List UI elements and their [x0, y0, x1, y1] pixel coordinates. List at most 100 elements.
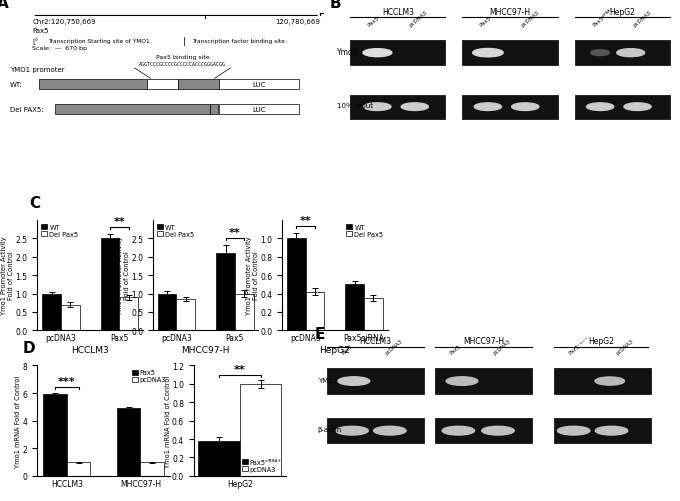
Text: **: **	[114, 216, 125, 226]
Bar	[554, 418, 651, 443]
Text: Pax5: Pax5	[367, 16, 381, 28]
Legend: WT, Del Pax5: WT, Del Pax5	[346, 224, 384, 238]
Text: pcDNA3: pcDNA3	[492, 338, 512, 355]
Legend: Pax5, pcDNA3: Pax5, pcDNA3	[131, 369, 167, 383]
Bar	[216, 254, 235, 331]
Bar	[554, 369, 651, 394]
Text: YMO1 promoter: YMO1 promoter	[10, 67, 65, 73]
Bar	[148, 80, 177, 90]
Bar	[350, 41, 445, 66]
Ellipse shape	[595, 377, 624, 385]
Text: LUC: LUC	[252, 82, 266, 88]
Ellipse shape	[591, 51, 609, 57]
Text: Transcription Starting site of YMO1: Transcription Starting site of YMO1	[48, 39, 150, 44]
X-axis label: HepG2: HepG2	[320, 345, 350, 354]
Bar	[141, 462, 164, 476]
Text: LUC: LUC	[252, 107, 266, 113]
Bar	[462, 95, 558, 120]
Ellipse shape	[473, 50, 503, 58]
Bar	[306, 292, 324, 331]
Bar	[435, 418, 532, 443]
Text: Pax5: Pax5	[479, 16, 493, 28]
Bar	[575, 41, 670, 66]
Bar	[435, 369, 532, 394]
Text: |: |	[182, 37, 186, 46]
Text: A: A	[0, 0, 9, 11]
Ellipse shape	[336, 426, 369, 435]
Text: Pax5: Pax5	[341, 343, 354, 355]
Legend: Pax5ˢᴵᴿᴺᴬ⁺, pcDNA3: Pax5ˢᴵᴿᴺᴬ⁺, pcDNA3	[241, 458, 282, 472]
Y-axis label: Ymo1 Promoter Activity
Fold of Control: Ymo1 Promoter Activity Fold of Control	[246, 236, 259, 315]
Text: Chr2:120,750,669: Chr2:120,750,669	[33, 19, 96, 25]
Bar	[198, 441, 239, 476]
Text: YMO1: YMO1	[318, 377, 338, 383]
Text: ⌊°: ⌊°	[33, 38, 39, 45]
Bar	[327, 369, 424, 394]
Y-axis label: Ymo1 Promoter Activity
Fold of Control: Ymo1 Promoter Activity Fold of Control	[117, 236, 130, 315]
Ellipse shape	[481, 426, 514, 435]
Text: Scale:  ―  670 bp: Scale: ― 670 bp	[33, 46, 87, 51]
Text: pcDNA3: pcDNA3	[408, 10, 428, 28]
Text: Pax5: Pax5	[33, 28, 49, 34]
Ellipse shape	[442, 426, 475, 435]
Text: HepG2: HepG2	[609, 8, 635, 17]
Text: pcDNA3: pcDNA3	[520, 10, 541, 28]
Text: **: **	[229, 228, 241, 237]
Ellipse shape	[401, 104, 428, 111]
Text: HCCLM3: HCCLM3	[360, 337, 392, 345]
Ellipse shape	[338, 377, 370, 386]
Text: ***: ***	[58, 376, 75, 386]
Bar	[345, 285, 364, 331]
Y-axis label: Ymo1 Promoter Activity
Fold of Control: Ymo1 Promoter Activity Fold of Control	[1, 236, 14, 315]
Text: pcDNA3: pcDNA3	[632, 10, 653, 28]
Ellipse shape	[511, 104, 539, 111]
Bar	[220, 80, 299, 90]
Ellipse shape	[617, 50, 645, 58]
Bar	[350, 95, 445, 120]
Bar	[54, 105, 209, 114]
Text: E: E	[314, 327, 324, 342]
Bar	[61, 305, 80, 331]
Bar	[42, 294, 61, 331]
Text: 120,780,669: 120,780,669	[275, 19, 320, 25]
Legend: WT, Del Pax5: WT, Del Pax5	[41, 224, 79, 238]
Bar	[287, 239, 306, 331]
Bar	[220, 105, 299, 114]
Text: MHCC97-H: MHCC97-H	[463, 337, 504, 345]
Text: AGGTCCCGCCCCGCCCCCACCCGGGACGG: AGGTCCCGCCCCGCCCCCACCCGGGACGG	[139, 62, 226, 67]
Text: Pax5: Pax5	[449, 343, 462, 355]
Text: WT:: WT:	[10, 82, 22, 88]
Ellipse shape	[374, 426, 406, 435]
Text: **: **	[300, 215, 311, 225]
Text: Pax5ˢᴵᴿᴺᴬ⁺: Pax5ˢᴵᴿᴺᴬ⁺	[592, 7, 615, 28]
Y-axis label: Ymo1 mRNA Fold of Control: Ymo1 mRNA Fold of Control	[16, 375, 21, 467]
Bar	[67, 462, 90, 476]
Bar	[177, 80, 220, 90]
Bar	[39, 80, 148, 90]
Bar	[575, 95, 670, 120]
Ellipse shape	[363, 50, 392, 58]
Ellipse shape	[558, 426, 590, 435]
Y-axis label: Ymo1 mRNA Fold of Control: Ymo1 mRNA Fold of Control	[165, 375, 171, 467]
Text: HepG2: HepG2	[588, 337, 613, 345]
Bar	[327, 418, 424, 443]
Text: Transcription factor binding site: Transcription factor binding site	[192, 39, 285, 44]
Text: β-actin: β-actin	[318, 426, 342, 432]
Bar	[209, 105, 218, 114]
Ellipse shape	[586, 104, 614, 111]
Bar	[117, 408, 141, 476]
Ellipse shape	[446, 377, 478, 386]
Text: B: B	[330, 0, 341, 11]
Bar	[101, 239, 119, 331]
Text: D: D	[23, 341, 35, 356]
X-axis label: HCCLM3: HCCLM3	[71, 345, 109, 354]
Bar	[177, 300, 195, 331]
Text: Pax5ˢᴵᴿᴺᴬ⁺: Pax5ˢᴵᴿᴺᴬ⁺	[568, 335, 591, 355]
Bar	[44, 395, 67, 476]
X-axis label: MHCC97-H: MHCC97-H	[182, 345, 230, 354]
Text: 10% input: 10% input	[337, 103, 373, 109]
Text: HCCLM3: HCCLM3	[381, 8, 414, 17]
Legend: WT, Del Pax5: WT, Del Pax5	[156, 224, 194, 238]
Text: pcDNA3: pcDNA3	[384, 338, 404, 355]
Bar	[119, 298, 138, 331]
